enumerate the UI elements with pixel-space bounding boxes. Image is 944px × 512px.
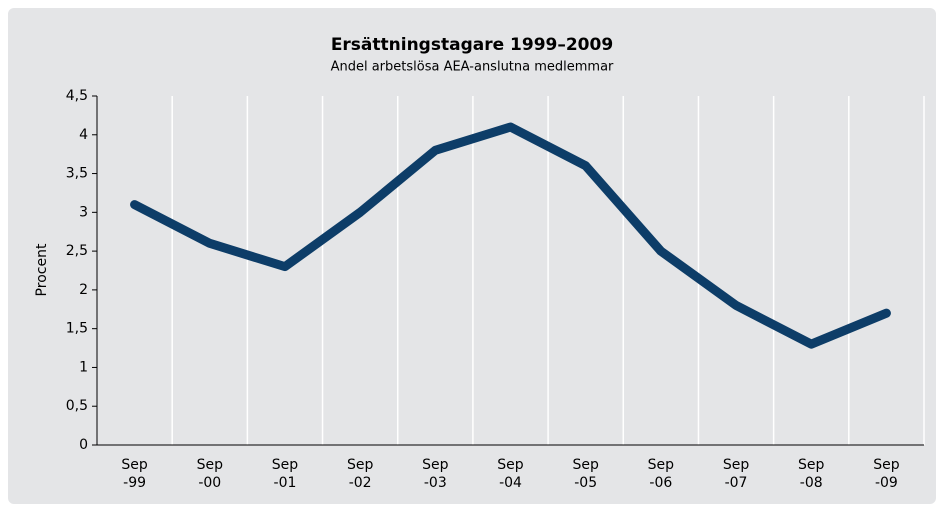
x-tick-label: Sep -07 [723,457,750,491]
y-tick-label: 1 [79,359,88,375]
y-tick-label: 0 [79,437,88,453]
x-tick-label: Sep -02 [347,457,374,491]
chart-title: Ersättningstagare 1999–2009 [331,35,613,55]
y-tick-label: 3 [79,204,88,220]
y-tick-label: 3,5 [66,166,88,182]
panel [8,8,936,504]
x-tick-label: Sep -06 [648,457,675,491]
y-tick-label: 1,5 [66,321,88,337]
y-axis-label: Procent [34,243,50,296]
x-tick-label: Sep -99 [121,457,148,491]
line [130,122,891,349]
y-tick-label: 2 [79,282,88,298]
x-tick-label: Sep -08 [798,457,825,491]
chart-subtitle: Andel arbetslösa AEA-anslutna medlemmar [331,60,614,75]
x-tick-label: Sep -04 [497,457,524,491]
y-tick-label: 4 [79,127,88,143]
y-tick-label: 2,5 [66,243,88,259]
x-tick-label: Sep -03 [422,457,449,491]
x-tick-label: Sep -05 [572,457,599,491]
y-tick-label: 0,5 [66,398,88,414]
y-tick-label: 4,5 [66,88,88,104]
x-tick-label: Sep -00 [197,457,224,491]
x-tick-label: Sep -09 [873,457,900,491]
x-tick-label: Sep -01 [272,457,299,491]
